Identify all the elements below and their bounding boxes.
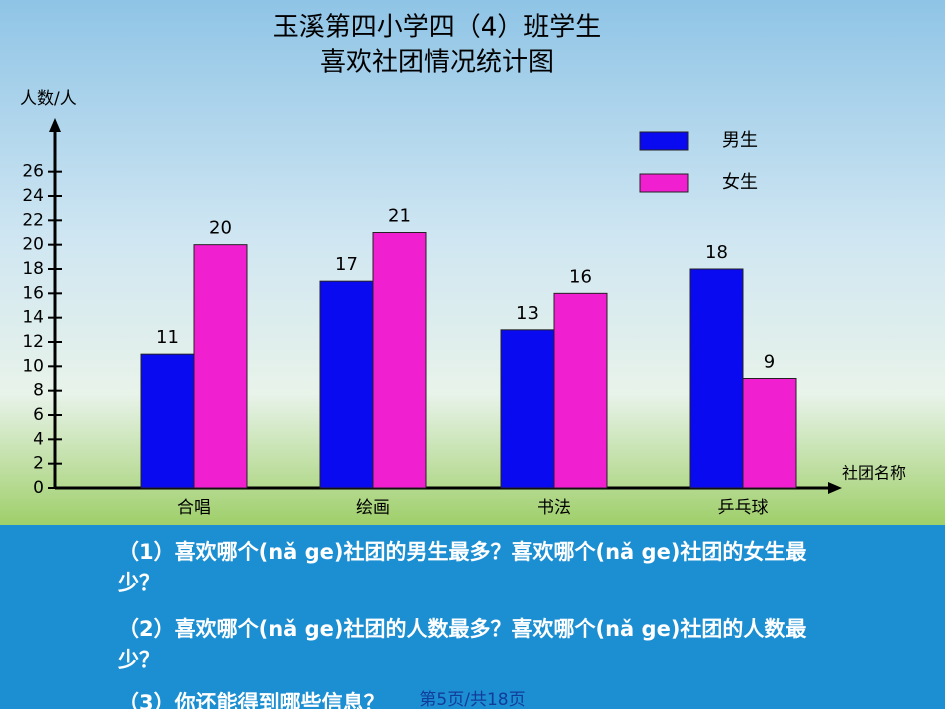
y-tick-label: 4 (33, 429, 44, 449)
y-tick-label: 2 (33, 454, 44, 474)
legend-label: 女生 (722, 172, 758, 193)
value-label: 17 (335, 254, 358, 275)
x-tick-label: 书法 (537, 498, 571, 518)
x-tick-label: 乒乓球 (718, 498, 769, 518)
value-label: 16 (569, 266, 592, 287)
bar (319, 280, 374, 489)
y-tick-label: 18 (22, 259, 44, 279)
y-tick-label: 14 (22, 308, 44, 328)
y-axis-label: 人数/人 (20, 89, 77, 109)
value-label: 9 (764, 352, 775, 373)
x-tick-label: 绘画 (356, 498, 390, 518)
legend-swatch (639, 131, 689, 151)
y-tick-label: 22 (22, 210, 44, 230)
value-label: 11 (156, 327, 179, 348)
chart-title: 玉溪第四小学四（4）班学生 (273, 13, 602, 43)
bar (372, 232, 427, 489)
x-tick-label: 合唱 (177, 498, 211, 518)
chart: 玉溪第四小学四（4）班学生 喜欢社团情况统计图 人数/人 社团名称 024681… (20, 13, 906, 519)
question: （2）喜欢哪个(nǎ ge)社团的人数最多？喜欢哪个(nǎ ge)社团的人数最少… (118, 617, 807, 672)
value-label: 18 (705, 242, 728, 263)
bar (500, 329, 555, 489)
y-tick-label: 10 (22, 356, 44, 376)
y-tick-label: 26 (22, 162, 44, 182)
question-panel: （1）喜欢哪个(nǎ ge)社团的男生最多？喜欢哪个(nǎ ge)社团的女生最少… (0, 525, 945, 715)
bar (193, 244, 248, 489)
bar (689, 268, 744, 489)
chart-title: 喜欢社团情况统计图 (320, 48, 554, 78)
y-tick-label: 20 (22, 235, 44, 255)
y-tick-label: 24 (22, 186, 44, 206)
value-label: 13 (516, 303, 539, 324)
y-tick-label: 8 (33, 381, 44, 401)
y-tick-label: 12 (22, 332, 44, 352)
y-tick-label: 6 (33, 405, 44, 425)
y-tick-label: 0 (33, 478, 44, 498)
question: （1）喜欢哪个(nǎ ge)社团的男生最多？喜欢哪个(nǎ ge)社团的女生最少… (118, 540, 807, 595)
y-arrow (49, 118, 61, 132)
bar (553, 292, 608, 489)
value-label: 21 (388, 206, 411, 227)
bar (742, 378, 797, 489)
legend-swatch (639, 173, 689, 193)
value-label: 20 (209, 218, 232, 239)
x-arrow (828, 482, 842, 494)
legend-label: 男生 (722, 130, 758, 151)
x-axis-label: 社团名称 (842, 464, 906, 483)
page-number: 第5页/共18页 (419, 690, 526, 710)
y-tick-label: 16 (22, 283, 44, 303)
bar (140, 353, 195, 489)
